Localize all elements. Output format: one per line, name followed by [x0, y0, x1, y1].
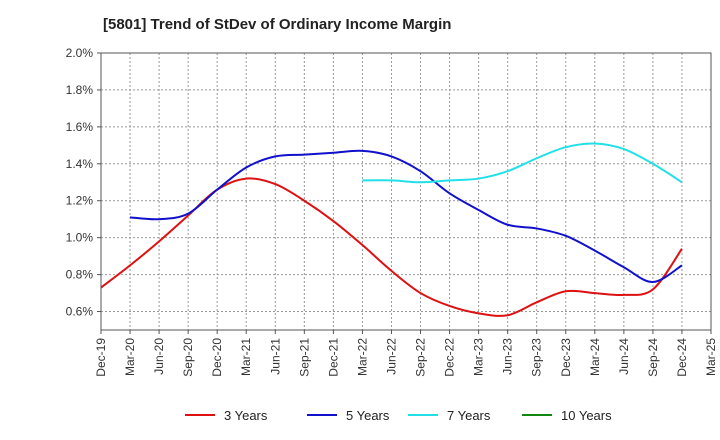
x-tick-label: Jun-21 [268, 338, 282, 375]
y-tick-label: 1.4% [66, 157, 94, 171]
legend-label-5-years: 5 Years [346, 408, 390, 423]
legend-label-3-years: 3 Years [224, 408, 268, 423]
y-tick-label: 1.0% [66, 231, 94, 245]
x-tick-label: Mar-20 [123, 338, 137, 376]
x-tick-label: Sep-24 [646, 338, 660, 377]
plot-frame [100, 52, 712, 331]
x-tick-label: Dec-23 [559, 338, 573, 377]
series-lines [100, 142, 683, 317]
x-tick-label: Jun-23 [501, 338, 515, 375]
y-tick-label: 0.6% [66, 305, 94, 319]
x-tick-label: Dec-19 [94, 338, 108, 377]
x-tick-label: Dec-20 [210, 338, 224, 377]
x-tick-label: Mar-25 [704, 338, 718, 376]
x-tick-label: Jun-24 [617, 338, 631, 375]
x-tick-label: Dec-24 [675, 338, 689, 377]
x-tick-label: Sep-20 [181, 338, 195, 377]
legend-label-7-years: 7 Years [447, 408, 491, 423]
legend: 3 Years 5 Years 7 Years 10 Years [185, 408, 612, 423]
x-tick-label: Jun-22 [384, 338, 398, 375]
legend-label-10-years: 10 Years [561, 408, 612, 423]
y-tick-label: 1.8% [66, 83, 94, 97]
grid [101, 53, 711, 330]
series-line-5-years [129, 149, 683, 283]
x-tick-label: Jun-20 [152, 338, 166, 375]
x-tick-label: Sep-22 [414, 338, 428, 377]
series-line-3-years [100, 177, 683, 317]
x-tick-label: Mar-23 [472, 338, 486, 376]
x-tick-label: Mar-22 [355, 338, 369, 376]
x-tick-label: Dec-21 [326, 338, 340, 377]
y-tick-label: 2.0% [66, 46, 94, 60]
x-tick-label: Mar-24 [588, 338, 602, 376]
y-tick-label: 0.8% [66, 268, 94, 282]
x-axis-ticks: Dec-19 Mar-20 Jun-20 Sep-20 Dec-20 Mar-21 Jun-… [94, 330, 718, 377]
x-tick-label: Mar-21 [239, 338, 253, 376]
x-tick-label: Sep-21 [297, 338, 311, 377]
series-line-7-years [362, 142, 683, 184]
y-tick-label: 1.2% [66, 194, 94, 208]
x-tick-label: Sep-23 [530, 338, 544, 377]
chart-title: [5801] Trend of StDev of Ordinary Income… [103, 16, 452, 33]
y-axis-ticks: 0.6% 0.8% 1.0% 1.2% 1.4% 1.6% 1.8% 2.0% [66, 46, 101, 319]
y-tick-label: 1.6% [66, 120, 94, 134]
x-tick-label: Dec-22 [443, 338, 457, 377]
